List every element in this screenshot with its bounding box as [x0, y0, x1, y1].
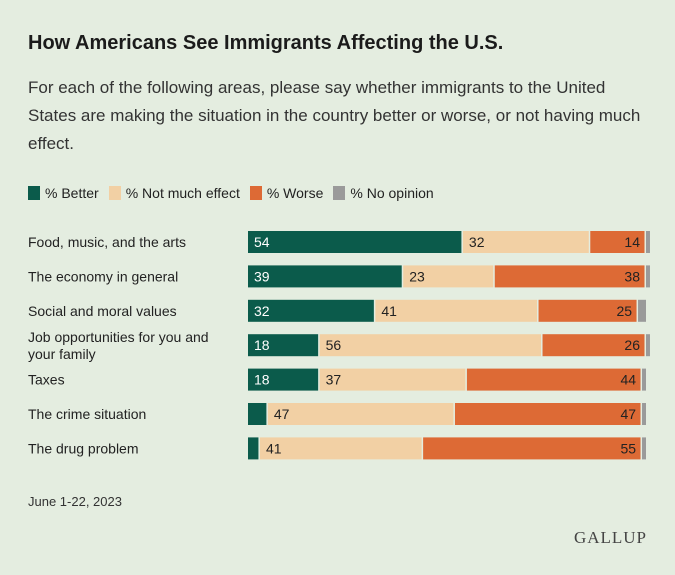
- category-label-job-opportunities-for-you-and-your-family: Job opportunities for you and your family: [28, 329, 209, 362]
- bar-segment-not-much-effect-5: [267, 403, 454, 425]
- legend-swatch-worse: [249, 186, 262, 200]
- data-label-not-much-effect-5: 47: [274, 406, 290, 422]
- bar-segment-no-opinion-1: [646, 265, 650, 288]
- data-label-better-2: 32: [254, 303, 270, 319]
- data-label-worse-5: 47: [620, 406, 636, 422]
- data-label-worse-4: 44: [620, 372, 636, 388]
- bar-segment-not-much-effect-3: [319, 334, 542, 357]
- legend-swatch-better: [28, 186, 40, 200]
- bar-segment-better-6: [248, 437, 259, 460]
- data-label-not-much-effect-3: 56: [326, 337, 342, 353]
- data-label-not-much-effect-0: 32: [469, 234, 485, 250]
- chart-title: How Americans See Immigrants Affecting t…: [28, 32, 504, 54]
- bar-segment-worse-0: [590, 231, 645, 253]
- legend-item-better: % Better: [28, 185, 99, 201]
- data-label-not-much-effect-1: 23: [409, 268, 425, 284]
- data-label-not-much-effect-6: 41: [266, 440, 282, 456]
- bar-segment-better-2: [248, 299, 374, 322]
- bar-segment-not-much-effect-1: [403, 265, 494, 288]
- bar-segment-not-much-effect-6: [259, 437, 422, 460]
- bar-segment-better-4: [248, 368, 319, 391]
- legend-item-not-much-effect: % Not much effect: [108, 185, 240, 201]
- bar-segment-better-3: [248, 334, 319, 357]
- legend-label-no-opinion: % No opinion: [350, 185, 434, 201]
- bar-segment-better-5: [248, 403, 267, 425]
- bar-segment-worse-5: [454, 403, 641, 425]
- bar-segment-not-much-effect-0: [462, 231, 589, 253]
- bar-segment-no-opinion-3: [646, 334, 650, 357]
- bar-segment-no-opinion-6: [642, 437, 646, 460]
- bar-segment-no-opinion-5: [642, 403, 646, 425]
- category-label-the-economy-in-general: The economy in general: [28, 268, 178, 284]
- data-label-worse-0: 14: [624, 234, 640, 250]
- data-label-not-much-effect-2: 41: [381, 303, 397, 319]
- legend-swatch-not-much-effect: [108, 186, 121, 200]
- bar-segment-better-0: [248, 231, 462, 253]
- legend: % Better % Not much effect % Worse % No …: [28, 185, 444, 201]
- category-label-social-and-moral-values: Social and moral values: [28, 303, 177, 319]
- legend-item-no-opinion: % No opinion: [333, 185, 434, 201]
- legend-swatch-no-opinion: [333, 186, 346, 200]
- bar-segment-worse-4: [466, 368, 641, 391]
- category-label-food-music-and-the-arts: Food, music, and the arts: [28, 234, 186, 250]
- bar-segment-worse-2: [538, 299, 637, 322]
- data-label-worse-2: 25: [616, 303, 632, 319]
- chart-subtitle: For each of the following areas, please …: [28, 78, 641, 153]
- bar-segment-no-opinion-4: [642, 368, 646, 391]
- legend-label-worse: % Worse: [266, 185, 324, 201]
- category-label-line: your family: [28, 346, 96, 362]
- bar-segment-no-opinion-0: [646, 231, 650, 253]
- category-label-line: Job opportunities for you and: [28, 329, 209, 345]
- date-footnote: June 1-22, 2023: [28, 494, 122, 509]
- legend-label-better: % Better: [45, 185, 99, 201]
- data-label-better-3: 18: [254, 337, 270, 353]
- gallup-logo: GALLUP: [573, 528, 647, 547]
- bar-segment-better-1: [248, 265, 402, 288]
- data-label-better-4: 18: [254, 372, 270, 388]
- data-label-not-much-effect-4: 37: [326, 372, 342, 388]
- legend-label-not-much-effect: % Not much effect: [125, 185, 240, 201]
- data-label-worse-3: 26: [624, 337, 640, 353]
- bar-segment-no-opinion-2: [638, 299, 646, 322]
- bar-segment-not-much-effect-4: [319, 368, 466, 391]
- legend-item-worse: % Worse: [249, 185, 324, 201]
- category-label-taxes: Taxes: [28, 372, 65, 388]
- data-label-worse-6: 55: [620, 440, 636, 456]
- data-label-worse-1: 38: [624, 268, 640, 284]
- bar-segment-worse-6: [423, 437, 641, 460]
- bar-segment-worse-1: [494, 265, 645, 288]
- data-label-better-1: 39: [254, 268, 270, 284]
- bar-segment-not-much-effect-2: [375, 299, 538, 322]
- bar-segment-worse-3: [542, 334, 645, 357]
- category-label-the-drug-problem: The drug problem: [28, 440, 139, 456]
- data-label-better-0: 54: [254, 234, 270, 250]
- category-label-the-crime-situation: The crime situation: [28, 406, 146, 422]
